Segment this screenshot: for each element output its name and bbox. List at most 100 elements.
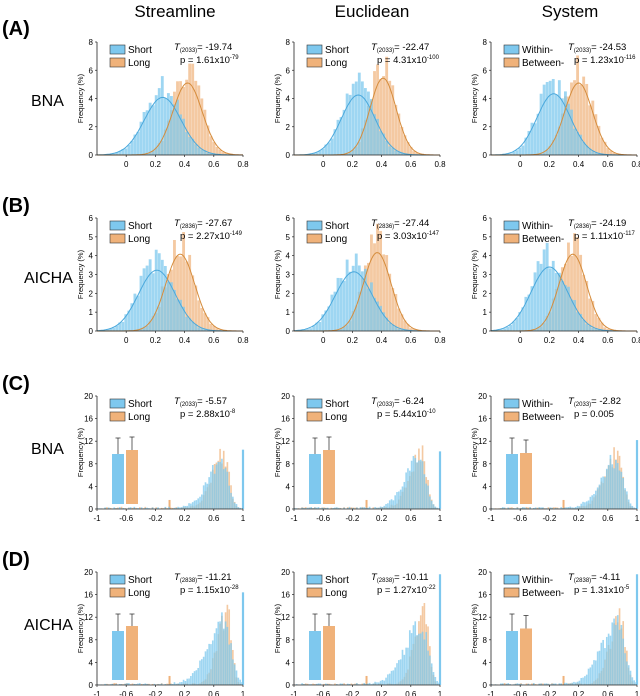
t-degrees-of-freedom: (2838)	[377, 578, 394, 584]
histogram-bar-short	[627, 665, 630, 685]
histogram-bar-short	[312, 153, 316, 155]
x-tick-label: 0.2	[544, 160, 556, 169]
y-tick-label: 1	[286, 308, 291, 317]
legend-swatch-long	[109, 57, 126, 68]
y-tick-label: 0	[89, 327, 94, 336]
chart-panel-A-system: 0 2 4 6 8 0 0.2 0.4 0.6 0.8 Frequency (%) Within- Be…	[470, 38, 640, 169]
histogram-bar-long	[314, 684, 316, 685]
histogram-bar-short	[600, 642, 603, 685]
histogram-bar-short	[124, 314, 128, 331]
histogram-bar-short	[434, 506, 437, 509]
histogram-bar-short	[217, 621, 220, 685]
histogram-bar-short	[627, 499, 630, 509]
histogram-bar-short	[185, 316, 189, 331]
histogram-bar-short	[582, 319, 586, 331]
histogram-bar-short	[333, 291, 337, 331]
histogram-bar-long	[155, 507, 158, 509]
histogram-bar-short	[419, 633, 422, 685]
histogram-bar-short	[314, 507, 316, 509]
histogram-bar-short	[139, 275, 143, 331]
histogram-bar-short	[173, 104, 176, 155]
histogram-bar-short	[520, 508, 522, 509]
histogram-bar-short	[308, 507, 311, 509]
histogram-bar-short	[343, 507, 345, 509]
histogram-bar-short	[570, 299, 573, 331]
y-tick-label: 3	[483, 271, 488, 280]
x-tick-label: 0.8	[237, 160, 249, 169]
row-atlas-label: BNA	[31, 93, 64, 110]
histogram-bar-long	[304, 507, 307, 509]
histogram-bar-long	[365, 499, 368, 509]
histogram-bar-short	[554, 94, 558, 155]
x-tick-label: 0.4	[376, 336, 388, 345]
histogram-spike-bar	[241, 449, 245, 509]
histogram-bar-long	[527, 507, 530, 509]
histogram-bar-short	[414, 458, 417, 509]
histogram-bar-short	[222, 469, 225, 509]
x-tick-label: -0.2	[346, 514, 360, 523]
histogram-bar-short	[195, 670, 198, 685]
histogram-bar-short	[527, 683, 530, 685]
p-value: p = 1.11x10-117	[574, 231, 635, 242]
t-degrees-of-freedom: (2033)	[574, 48, 591, 54]
histogram-bar-short	[104, 683, 106, 685]
t-degrees-of-freedom: (2836)	[377, 224, 394, 230]
histogram-bar-short	[582, 141, 586, 155]
histogram-bar-short	[339, 278, 343, 331]
histogram-bar-long	[547, 507, 550, 509]
histogram-bar-short	[567, 683, 570, 685]
histogram-bar-short	[173, 289, 176, 331]
histogram-bar-short	[387, 674, 389, 685]
histogram-bar-short	[168, 506, 170, 509]
histogram-bar-short	[376, 682, 378, 685]
y-tick-label: 0	[286, 327, 291, 336]
t-statistic: T(2836)= -24.19	[568, 218, 626, 230]
histogram-bar-short	[224, 467, 227, 509]
histogram-bar-long	[113, 682, 116, 685]
histogram-bar-short	[588, 148, 592, 155]
histogram-bar-short	[388, 322, 392, 331]
x-tick-label: 0.8	[631, 160, 640, 169]
histogram-bar-short	[327, 142, 331, 155]
histogram-bar-long	[588, 105, 592, 155]
histogram-bar-short	[154, 95, 158, 155]
p-value: p = 1.27x10-22	[377, 585, 436, 596]
histogram-bar-short	[567, 507, 570, 509]
histogram-bar-short	[303, 508, 305, 509]
histogram-bar-long	[182, 232, 186, 331]
histogram-bar-short	[600, 330, 604, 331]
histogram-bar-short	[159, 684, 161, 685]
histogram-bar-short	[419, 459, 422, 509]
histogram-bar-short	[633, 680, 635, 685]
histogram-bar-short	[518, 312, 522, 331]
histogram-bar-long	[406, 142, 410, 155]
histogram-bar-short	[560, 683, 562, 685]
histogram-bar-short	[379, 131, 383, 155]
histogram-bar-short	[567, 286, 570, 331]
x-tick-label: -0.2	[543, 514, 557, 523]
histogram-bar-short	[139, 121, 143, 155]
histogram-bar-long	[203, 313, 207, 331]
histogram-bar-short	[182, 118, 186, 155]
histogram-bar-short	[303, 329, 306, 331]
histogram-bar-short	[173, 682, 176, 685]
histogram-bar-short	[542, 507, 544, 509]
histogram-bar-long	[373, 243, 376, 331]
histogram-bar-short	[574, 682, 577, 685]
histogram-bar-long	[179, 256, 182, 331]
histogram-bar-short	[199, 496, 201, 509]
histogram-bar-short	[604, 477, 606, 509]
x-tick-label: 0.6	[208, 160, 220, 169]
histogram-bar-short	[613, 618, 615, 685]
histogram-bar-short	[379, 680, 382, 685]
histogram-bar-short	[112, 153, 116, 155]
y-tick-label: 2	[483, 289, 488, 298]
row-atlas-label: AICHA	[24, 617, 73, 634]
histogram-bar-short	[549, 507, 552, 509]
histogram-bar-long	[218, 149, 222, 155]
histogram-bar-short	[418, 460, 420, 509]
x-tick-label: 0.4	[573, 160, 585, 169]
p-value: p = 1.15x10-28	[180, 585, 239, 596]
p-value-exponent: -100	[427, 55, 440, 61]
histogram-bar-long	[409, 146, 413, 155]
